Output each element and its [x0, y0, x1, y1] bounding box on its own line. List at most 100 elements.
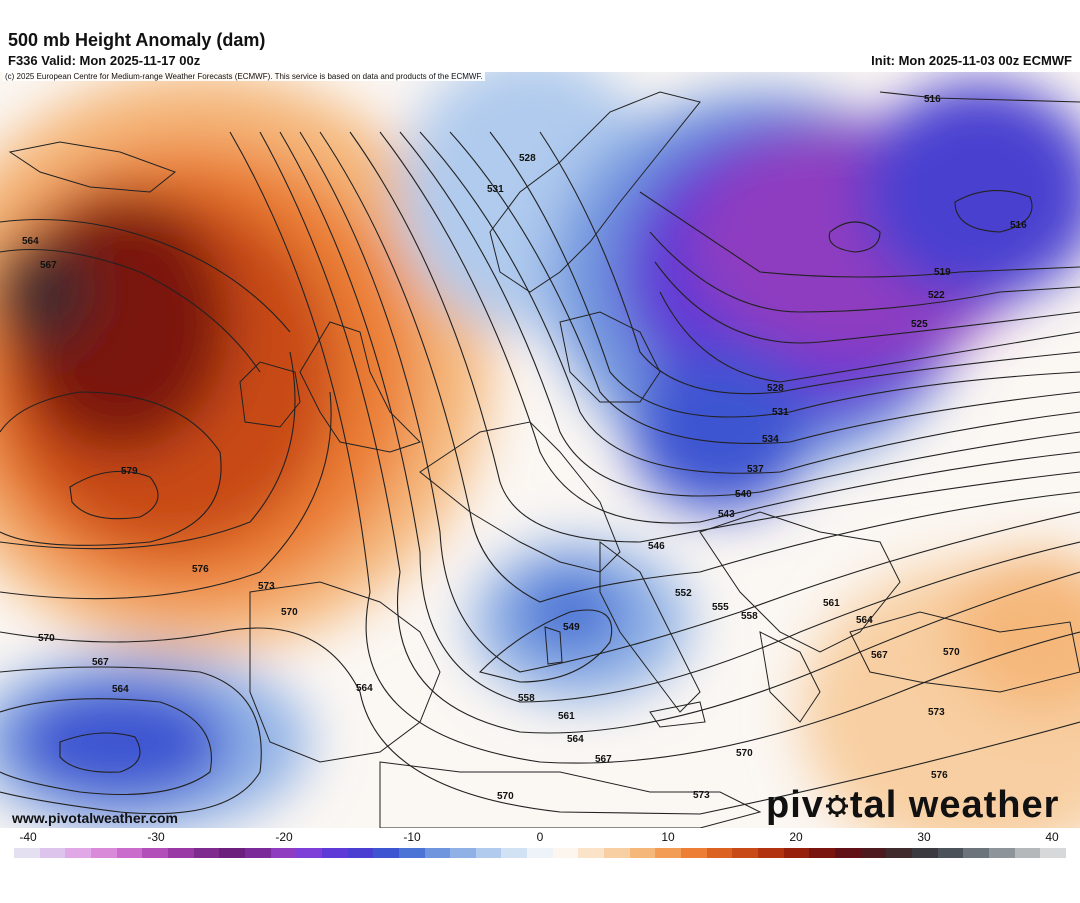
- colorbar-swatch: [783, 848, 810, 858]
- contour-label: 531: [772, 407, 789, 418]
- colorbar-swatch: [911, 848, 938, 858]
- contour-label: 570: [38, 633, 55, 644]
- contour-label: 540: [735, 489, 752, 500]
- colorbar-swatch: [424, 848, 451, 858]
- contour-label: 546: [648, 541, 665, 552]
- colorbar-swatch: [758, 848, 784, 858]
- contour-label: 519: [934, 267, 951, 278]
- colorbar-swatch: [937, 848, 964, 858]
- contour-label: 558: [518, 693, 535, 704]
- contour-label: 564: [356, 683, 373, 694]
- colorbar-tick-label: -40: [19, 830, 37, 844]
- colorbar-swatch: [321, 848, 348, 858]
- contour-label: 528: [767, 383, 784, 394]
- contour-label: 570: [281, 607, 298, 618]
- colorbar-swatch: [1014, 848, 1041, 858]
- contour-label: 534: [762, 434, 779, 445]
- contour-label: 567: [595, 754, 612, 765]
- colorbar-tick-label: 40: [1045, 830, 1059, 844]
- colorbar-swatch: [398, 848, 425, 858]
- colorbar-swatch: [1040, 848, 1066, 858]
- colorbar-swatch: [142, 848, 168, 858]
- colorbar-swatch: [450, 848, 476, 858]
- contour-label: 522: [928, 290, 945, 301]
- contour-label: 561: [558, 711, 575, 722]
- colorbar-tick-label: 0: [536, 830, 544, 844]
- contour-label: 525: [911, 319, 928, 330]
- colorbar-swatch: [219, 848, 245, 858]
- contour-label: 564: [112, 684, 129, 695]
- contour-label: 537: [747, 464, 764, 475]
- contour-label: 516: [924, 94, 941, 105]
- colorbar-swatch: [681, 848, 707, 858]
- colorbar-swatch: [167, 848, 194, 858]
- contour-label: 576: [192, 564, 209, 575]
- contour-label: 516: [1010, 220, 1027, 231]
- init-time: Init: Mon 2025-11-03 00z ECMWF: [871, 53, 1072, 68]
- contour-label: 570: [943, 647, 960, 658]
- contour-labels: 516 516 519 522 525 528 528 531 531 534 …: [22, 94, 1027, 802]
- colorbar-swatch: [732, 848, 759, 858]
- contour-label: 531: [487, 184, 504, 195]
- contour-label: 564: [22, 236, 39, 247]
- contour-label: 573: [928, 707, 945, 718]
- colorbar-swatch: [552, 848, 579, 858]
- contour-label: 573: [258, 581, 275, 592]
- colorbar-swatch: [14, 848, 40, 858]
- colorbar-swatch: [90, 848, 117, 858]
- colorbar-swatch: [655, 848, 682, 858]
- colorbar-swatch: [706, 848, 733, 858]
- contour-label: 549: [563, 622, 580, 633]
- colorbar-swatch: [809, 848, 835, 858]
- contour-label: 564: [856, 615, 873, 626]
- logo-text-right: tal weather: [849, 784, 1060, 826]
- height-contours: [0, 91, 1080, 815]
- contour-label: 552: [675, 588, 692, 599]
- colorbar-swatch: [244, 848, 271, 858]
- contour-label: 528: [519, 153, 536, 164]
- colorbar-swatch: [604, 848, 630, 858]
- colorbar-tick-label: 20: [789, 830, 803, 844]
- colorbar-swatch: [65, 848, 91, 858]
- map-title: 500 mb Height Anomaly (dam): [8, 30, 266, 50]
- colorbar-swatch: [629, 848, 656, 858]
- colorbar-swatch: [347, 848, 374, 858]
- colorbar-swatch: [296, 848, 322, 858]
- colorbar-swatch: [39, 848, 66, 858]
- colorbar-swatch: [963, 848, 989, 858]
- colorbar-tick-label: -20: [275, 830, 293, 844]
- colorbar-swatch: [193, 848, 220, 858]
- contour-label: 561: [823, 598, 840, 609]
- colorbar-swatch: [527, 848, 553, 858]
- colorbar-swatch: [501, 848, 528, 858]
- gear-icon: [825, 794, 848, 817]
- valid-time: F336 Valid: Mon 2025-11-17 00z: [8, 53, 201, 68]
- anomaly-map: 516 516 519 522 525 528 528 531 531 534 …: [0, 72, 1080, 828]
- contour-label: 570: [497, 791, 514, 802]
- contour-label: 543: [718, 509, 735, 520]
- contour-label: 570: [736, 748, 753, 759]
- colorbar-swatch: [835, 848, 861, 858]
- colorbar-swatch: [373, 848, 399, 858]
- colorbar-swatch: [116, 848, 143, 858]
- contour-label: 567: [40, 260, 57, 271]
- colorbar-swatch: [988, 848, 1015, 858]
- colorbar-swatch: [270, 848, 297, 858]
- contour-label: 567: [871, 650, 888, 661]
- colorbar-tick-label: -10: [403, 830, 421, 844]
- contour-label: 555: [712, 602, 729, 613]
- contour-label: 564: [567, 734, 584, 745]
- contour-label: 573: [693, 790, 710, 801]
- colorbar-swatch: [578, 848, 605, 858]
- contour-label: 558: [741, 611, 758, 622]
- colorbar-ticks: -40 -30 -20 -10 0 10 20 30 40: [0, 830, 1080, 848]
- copyright-notice: (c) 2025 European Centre for Medium-rang…: [3, 72, 485, 81]
- colorbar-swatch: [860, 848, 887, 858]
- contour-label: 576: [931, 770, 948, 781]
- colorbar-tick-label: 10: [661, 830, 675, 844]
- colorbar-tick-label: -30: [147, 830, 165, 844]
- website-url: www.pivotalweather.com: [12, 810, 178, 826]
- logo-text-left: piv: [766, 784, 824, 826]
- contour-label: 567: [92, 657, 109, 668]
- contour-label: 579: [121, 466, 138, 477]
